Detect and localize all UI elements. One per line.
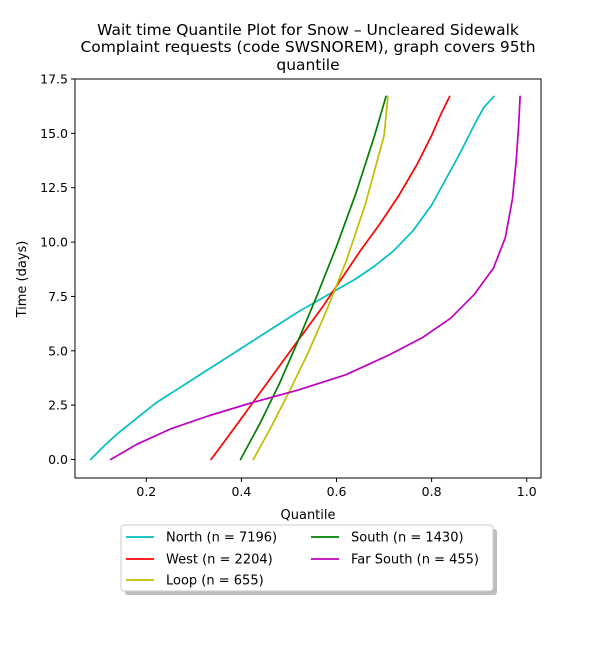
- plot-area-frame: [74, 78, 542, 479]
- y-axis-label: Time (days): [15, 241, 30, 319]
- series-lines: [89, 95, 521, 461]
- x-tick-label: 1.0: [517, 484, 537, 499]
- legend-box: [120, 524, 494, 592]
- series-line-2: [252, 95, 389, 461]
- y-tick-label: 0.0: [48, 452, 68, 467]
- legend-label-2: Loop (n = 655): [166, 574, 264, 589]
- legend-label-3: South (n = 1430): [351, 531, 464, 546]
- legend-label-1: West (n = 2204): [166, 553, 273, 568]
- y-tick-label: 2.5: [48, 398, 68, 413]
- chart-title-line-3: quantile: [276, 56, 339, 74]
- series-line-0: [89, 95, 495, 461]
- y-tick-label: 12.5: [40, 180, 68, 195]
- y-tick-label: 10.0: [40, 235, 68, 250]
- y-tick-label: 15.0: [40, 126, 68, 141]
- x-tick-label: 0.6: [327, 484, 347, 499]
- legend-label-4: Far South (n = 455): [351, 553, 479, 568]
- x-axis-ticks: 0.2 0.4 0.6 0.8 1.0: [136, 478, 537, 499]
- x-tick-label: 0.8: [422, 484, 442, 499]
- y-tick-label: 7.5: [48, 289, 68, 304]
- series-line-4: [109, 95, 521, 461]
- y-tick-label: 17.5: [40, 72, 68, 87]
- x-axis-label: Quantile: [281, 508, 336, 523]
- chart-title-line-1: Wait time Quantile Plot for Snow – Uncle…: [97, 21, 519, 39]
- y-tick-label: 5.0: [48, 343, 68, 358]
- legend-label-0: North (n = 7196): [166, 531, 277, 546]
- series-line-3: [239, 95, 387, 461]
- legend: North (n = 7196) West (n = 2204) Loop (n =…: [120, 524, 497, 595]
- x-tick-label: 0.4: [231, 484, 251, 499]
- chart-title-line-2: Complaint requests (code SWSNOREM), grap…: [80, 38, 535, 56]
- chart-title: Wait time Quantile Plot for Snow – Uncle…: [80, 21, 535, 74]
- x-tick-label: 0.2: [136, 484, 156, 499]
- y-axis-ticks: 0.0 2.5 5.0 7.5 10.0 12.5 15.0 17.5: [40, 72, 75, 467]
